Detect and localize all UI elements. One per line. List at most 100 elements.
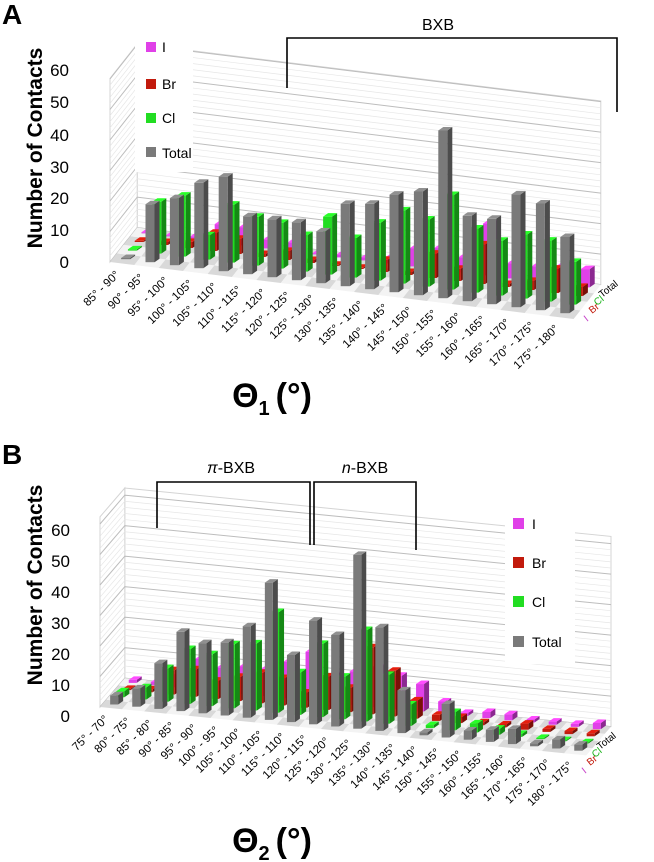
bar-total-150-155 <box>438 126 453 299</box>
panel-a-y-ticks: 0 10 20 30 40 50 60 <box>50 61 69 272</box>
bar-side-face <box>323 640 329 718</box>
bar-side-face <box>471 727 477 740</box>
bar-side-face <box>569 233 575 314</box>
bar-front-face <box>419 732 428 736</box>
bar-top-face <box>552 735 566 740</box>
bar-top-face <box>116 687 130 692</box>
bar-side-face <box>283 219 289 269</box>
bar-side-face <box>506 720 512 728</box>
panel-b-gridline <box>99 598 612 648</box>
bar-top-face <box>375 623 389 628</box>
legend-swatch-cl <box>513 596 524 607</box>
bar-top-face <box>526 715 540 720</box>
bar-front-face <box>316 231 326 284</box>
bar-side-face <box>272 579 278 720</box>
bar-front-face <box>570 723 579 727</box>
bar-front-face <box>580 269 590 288</box>
bar-front-face <box>169 198 179 266</box>
bar-side-face <box>339 631 345 727</box>
bar-side-face <box>422 188 428 296</box>
bar-front-face <box>586 733 595 737</box>
bar-side-face <box>427 728 433 736</box>
bar-top-face <box>134 237 149 241</box>
bar-side-face <box>449 700 455 738</box>
bar-top-face <box>536 734 550 738</box>
bar-side-face <box>512 710 518 721</box>
bar-front-face <box>286 655 295 723</box>
legend-label-br: Br <box>162 76 176 92</box>
bar-side-face <box>206 639 212 714</box>
bar-total-145-150 <box>413 188 428 296</box>
bar-side-face <box>560 735 566 749</box>
bar-front-face <box>462 215 472 302</box>
bar-total-180-175 <box>574 741 588 751</box>
bxb-bracket-line <box>286 37 618 112</box>
bar-total-95-100 <box>169 194 184 266</box>
bar-side-face <box>405 206 411 284</box>
panel-b-gridline <box>99 610 612 660</box>
bar-front-face <box>110 695 119 705</box>
bar-front-face <box>353 554 362 729</box>
bar-top-face <box>487 215 502 219</box>
bar-side-face <box>332 213 338 275</box>
legend-swatch-cl <box>146 113 156 123</box>
bar-front-face <box>574 744 583 751</box>
bar-side-face <box>162 659 168 709</box>
bar-total-145-140 <box>419 728 433 736</box>
bar-side-face <box>454 191 460 290</box>
bar-total-125-120 <box>331 631 345 727</box>
bar-side-face <box>496 215 502 305</box>
bar-total-150-145 <box>441 700 455 738</box>
bar-side-face <box>140 684 146 707</box>
panel-b-gridline <box>99 537 612 587</box>
bar-cl-85-90 <box>127 245 142 251</box>
bar-top-face <box>460 709 474 713</box>
panel-b-gridline <box>99 629 612 679</box>
legend-swatch-total <box>146 147 156 157</box>
bar-front-face <box>592 723 601 730</box>
bar-top-face <box>340 200 355 204</box>
bar-top-face <box>409 696 423 701</box>
panel-b-gridline <box>99 500 612 551</box>
bar-top-face <box>127 245 142 250</box>
bar-side-face <box>462 713 468 724</box>
bar-side-face <box>325 227 331 284</box>
bar-br-170-165 <box>542 725 556 732</box>
bar-i-75-70 <box>128 676 142 683</box>
bar-total-140-135 <box>397 686 411 734</box>
bar-side-face <box>256 639 262 711</box>
panel-a-y-tick-40: 40 <box>50 126 69 145</box>
bar-top-face <box>520 720 534 724</box>
bar-front-face <box>243 216 253 275</box>
bar-top-face <box>570 720 584 724</box>
bar-total-85-80 <box>154 659 168 709</box>
bar-front-face <box>291 222 301 281</box>
bar-top-face <box>286 651 300 655</box>
bar-side-face <box>484 718 490 726</box>
bar-front-face <box>340 203 350 287</box>
bar-top-face <box>316 227 331 232</box>
bar-total-80-75 <box>132 684 146 707</box>
bar-side-face <box>417 696 423 719</box>
panel-b-y-tick-60: 60 <box>51 521 70 540</box>
bar-side-face <box>380 219 386 281</box>
bar-side-face <box>538 739 544 747</box>
bar-side-face <box>572 727 578 735</box>
bar-br-180-175 <box>586 729 600 737</box>
bar-total-130-125 <box>353 551 367 729</box>
bar-top-face <box>169 194 184 199</box>
panel-a-legend: I Br Cl Total <box>135 32 193 172</box>
bar-side-face <box>228 638 234 716</box>
panel-b-gridline <box>99 586 612 636</box>
bar-top-face <box>548 718 562 722</box>
bar-cl-145-140 <box>425 721 439 729</box>
bar-top-face <box>365 200 380 204</box>
bar-top-face <box>413 188 428 192</box>
bar-side-face <box>300 218 306 281</box>
n-bxb-bracket-line <box>313 481 417 550</box>
bar-total-170-165 <box>530 739 544 747</box>
bar-side-face <box>136 676 142 683</box>
bar-side-face <box>178 194 184 266</box>
panel-b-y-tick-0: 0 <box>61 707 70 726</box>
bar-front-face <box>389 194 399 293</box>
